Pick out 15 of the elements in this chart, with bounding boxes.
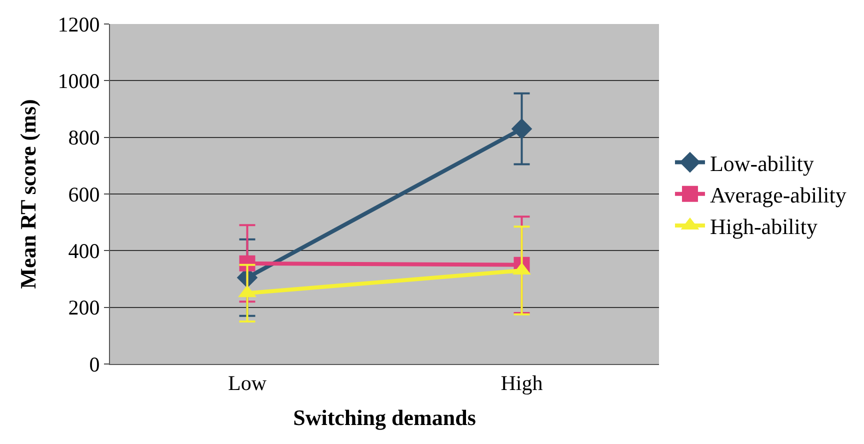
y-tick-label: 1200 <box>58 12 100 36</box>
y-tick-label: 400 <box>68 239 100 264</box>
y-tick-label: 600 <box>68 182 100 206</box>
y-axis-title: Mean RT score (ms) <box>16 99 41 289</box>
x-axis-title: Switching demands <box>293 405 476 430</box>
legend-label: Low-ability <box>710 150 814 176</box>
x-tick-label: Low <box>228 371 268 396</box>
legend-label: Average-ability <box>710 182 846 208</box>
y-tick-label: 800 <box>68 126 100 150</box>
x-tick-label: High <box>500 371 544 396</box>
point <box>511 118 532 140</box>
y-tick-label: 1000 <box>58 69 100 94</box>
y-tick-label: 0 <box>89 352 100 376</box>
y-tick-label: 200 <box>68 296 100 320</box>
legend-label: High-ability <box>710 214 818 240</box>
